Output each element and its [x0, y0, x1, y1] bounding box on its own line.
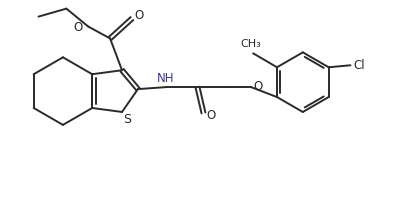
Text: O: O [207, 109, 216, 122]
Text: O: O [73, 21, 82, 34]
Text: CH₃: CH₃ [241, 39, 261, 49]
Text: S: S [123, 113, 131, 126]
Text: O: O [134, 9, 144, 22]
Text: O: O [254, 80, 263, 93]
Text: NH: NH [157, 72, 174, 85]
Text: Cl: Cl [354, 59, 365, 72]
